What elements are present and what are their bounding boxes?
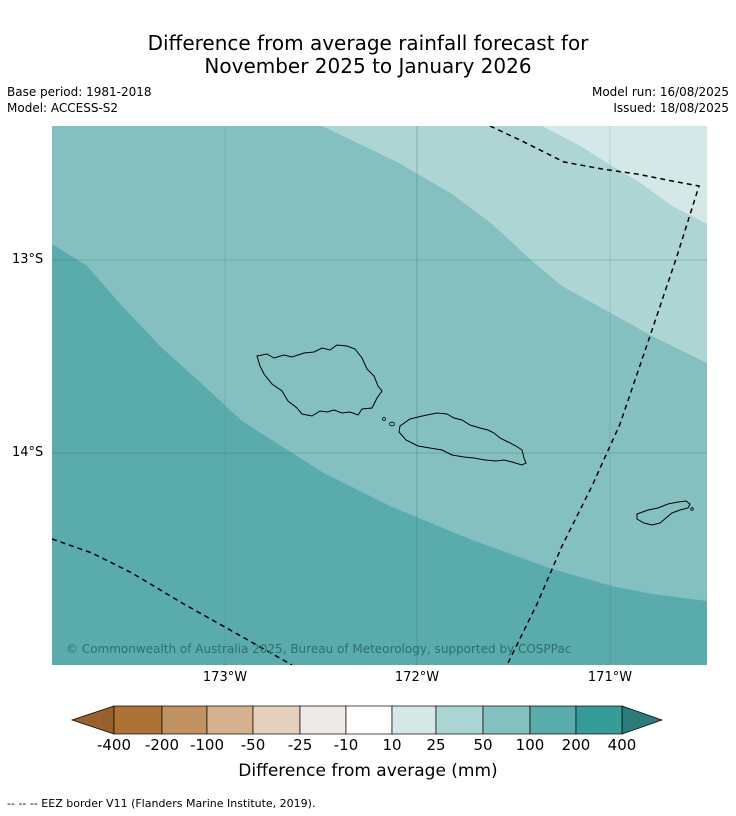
colorbar-segment (299, 705, 347, 735)
eez-footnote: -- -- -- EEZ border V11 (Flanders Marine… (7, 797, 316, 810)
colorbar-segment (529, 705, 577, 735)
tutuila-island (636, 500, 691, 526)
map-title-line-1: Difference from average rainfall forecas… (147, 31, 589, 55)
zone-10-25 (542, 126, 707, 224)
model-run-text: Model run: 16/08/2025 (591, 85, 729, 99)
colorbar-tick-label: -25 (287, 736, 313, 754)
colorbar-segment (252, 705, 301, 735)
lon-label-172w: 172°W (394, 670, 440, 685)
savaii-island (256, 344, 383, 417)
model-text: Model: ACCESS-S2 (7, 101, 119, 115)
lat-label-14s: 14°S (12, 445, 44, 460)
base-period-text: Base period: 1981-2018 (7, 85, 152, 99)
colorbar-tick-label: -100 (189, 736, 225, 754)
colorbar-segment (345, 705, 393, 735)
colorbar-segment (391, 705, 437, 735)
colorbar-extend-high (621, 705, 664, 735)
zone-25-50 (322, 126, 707, 363)
colorbar-extend-low (70, 705, 115, 735)
colorbar-tick-label: -400 (96, 736, 132, 754)
map-title-line-2: November 2025 to January 2026 (204, 54, 532, 78)
colorbar-tick-label: 10 (382, 736, 402, 754)
lon-label-173w: 173°W (202, 670, 248, 685)
colorbar-segment (113, 705, 163, 735)
colorbar-tick-label: 400 (607, 736, 637, 754)
lon-label-171w: 171°W (587, 670, 633, 685)
colorbar-tick-label: 25 (426, 736, 446, 754)
aunuu-islet (690, 507, 694, 511)
colorbar-segment (482, 705, 531, 735)
colorbar-tick-label: 100 (515, 736, 545, 754)
colorbar-tick-label: -50 (240, 736, 266, 754)
colorbar (70, 705, 664, 735)
rainfall-map: © Commonwealth of Australia 2025, Bureau… (52, 126, 707, 665)
colorbar-segment (575, 705, 623, 735)
upolu-island (398, 412, 527, 466)
copyright-notice: © Commonwealth of Australia 2025, Bureau… (66, 642, 571, 656)
eez-border-north (489, 126, 700, 665)
colorbar-tick-label: -10 (333, 736, 359, 754)
colorbar-segment (206, 705, 254, 735)
colorbar-segment (161, 705, 208, 735)
colorbar-tick-label: 50 (473, 736, 493, 754)
apolima-islet (382, 417, 386, 421)
manono-islet (389, 421, 395, 427)
issued-text: Issued: 18/08/2025 (613, 101, 729, 115)
colorbar-tick-label: -200 (144, 736, 180, 754)
colorbar-tick-label: 200 (561, 736, 591, 754)
gridlines (52, 126, 707, 665)
colorbar-label: Difference from average (mm) (238, 761, 498, 781)
lat-label-13s: 13°S (12, 252, 44, 267)
eez-border (52, 126, 700, 665)
colorbar-segment (435, 705, 484, 735)
